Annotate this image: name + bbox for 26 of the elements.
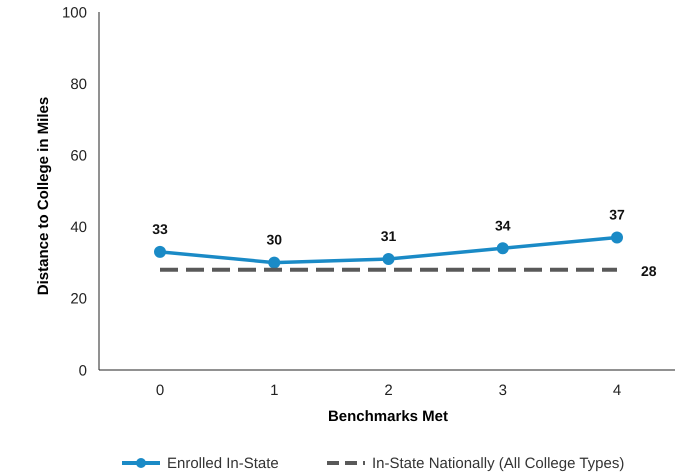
data-label: 33 xyxy=(152,220,168,237)
legend-label: In-State Nationally (All College Types) xyxy=(372,455,624,472)
x-tick-label: 1 xyxy=(270,382,278,399)
x-tick-label: 4 xyxy=(612,382,622,399)
y-tick-label: 0 xyxy=(78,362,87,380)
point xyxy=(382,253,394,266)
data-label: 28 xyxy=(641,262,657,279)
x-axis-title: Benchmarks Met xyxy=(328,408,448,425)
data-label: 30 xyxy=(266,232,282,248)
y-tick-label: 20 xyxy=(70,290,87,308)
x-tick-label: 3 xyxy=(498,382,507,399)
point xyxy=(268,256,280,269)
point xyxy=(611,232,623,244)
y-axis-title: Distance to College in Miles xyxy=(35,96,52,296)
data-label: 37 xyxy=(609,206,625,223)
x-tick-label: 0 xyxy=(156,382,164,399)
y-tick-label: 100 xyxy=(62,4,87,22)
y-tick-label: 40 xyxy=(70,219,87,236)
y-tick-label: 60 xyxy=(70,147,87,164)
data-label: 34 xyxy=(494,217,511,234)
legend-label: Enrolled In-State xyxy=(167,455,279,472)
data-label: 31 xyxy=(380,228,396,244)
x-tick-label: 2 xyxy=(384,382,393,399)
point xyxy=(496,242,509,254)
point xyxy=(154,246,166,258)
y-tick-label: 80 xyxy=(70,76,87,93)
